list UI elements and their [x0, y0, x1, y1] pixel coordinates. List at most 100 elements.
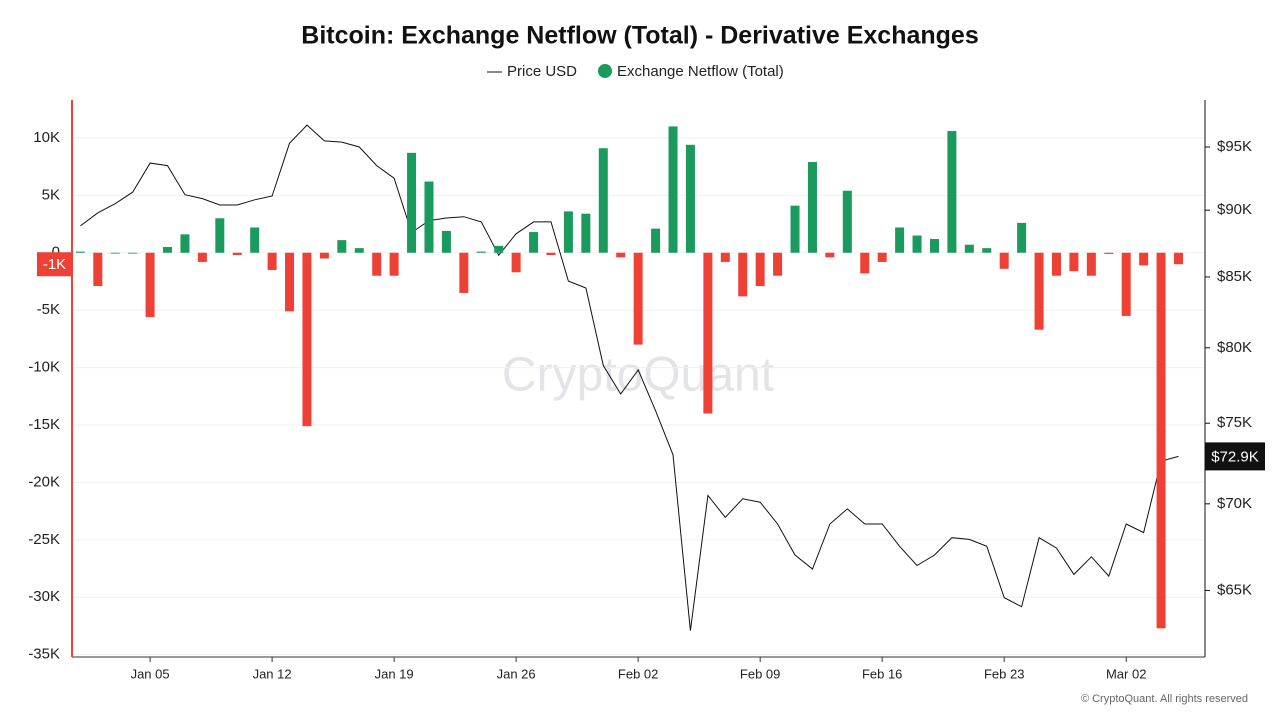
bar: [755, 252, 765, 287]
bar: [110, 252, 120, 254]
bar: [581, 213, 591, 253]
y-tick-label: 10K: [33, 129, 60, 146]
bar: [807, 162, 817, 253]
bar: [215, 218, 225, 253]
y-tick-label: -25K: [28, 531, 60, 548]
bar: [459, 252, 469, 293]
bar: [877, 252, 887, 262]
x-tick-label: Jan 05: [131, 666, 170, 681]
x-tick-label: Feb 23: [984, 666, 1024, 681]
chart-title: Bitcoin: Exchange Netflow (Total) - Deri…: [301, 22, 978, 50]
bar: [616, 252, 626, 258]
bar: [372, 252, 382, 276]
bar: [232, 252, 242, 256]
watermark: CryptoQuant: [502, 349, 774, 402]
x-tick-label: Mar 02: [1106, 666, 1146, 681]
bar: [128, 252, 138, 254]
bar: [1086, 252, 1096, 276]
bar: [720, 252, 730, 262]
y-tick-label: 5K: [42, 186, 60, 203]
bar: [1104, 252, 1114, 254]
y2-tick-label: $90K: [1217, 201, 1252, 218]
bar: [563, 211, 573, 253]
bar: [825, 252, 835, 258]
bar: [860, 252, 870, 274]
x-tick-label: Jan 12: [253, 666, 292, 681]
bar: [354, 248, 364, 253]
x-tick-label: Feb 09: [740, 666, 780, 681]
bar: [895, 227, 905, 253]
bar: [929, 238, 939, 253]
bar: [546, 252, 556, 256]
x-tick-label: Jan 19: [375, 666, 414, 681]
price-badge-label: $72.9K: [1211, 448, 1259, 465]
price-badge: [1205, 442, 1265, 471]
bar: [668, 126, 678, 253]
price-line: [80, 124, 1179, 631]
bar: [145, 252, 155, 318]
bar: [180, 234, 190, 253]
bar: [494, 245, 504, 253]
bar: [790, 205, 800, 253]
y-tick-label: -5K: [37, 301, 60, 318]
y-tick-label: 0: [52, 244, 60, 261]
bar: [738, 252, 748, 297]
x-tick-label: Feb 16: [862, 666, 902, 681]
copyright: © CryptoQuant. All rights reserved: [1081, 693, 1248, 705]
value-badge-label: -1K: [43, 256, 66, 273]
bar: [947, 131, 957, 253]
bar: [1069, 252, 1079, 272]
bar: [319, 252, 329, 259]
bar: [964, 244, 974, 253]
bar: [982, 248, 992, 253]
bar: [1156, 252, 1166, 629]
y-tick-label: -15K: [28, 416, 60, 433]
bar: [93, 252, 103, 287]
bar: [633, 252, 643, 345]
y-tick-label: -30K: [28, 588, 60, 605]
y-tick-label: -35K: [28, 646, 60, 663]
bar: [337, 240, 347, 253]
bar: [685, 144, 695, 253]
bar: [407, 152, 417, 253]
bar: [912, 235, 922, 253]
x-tick-label: Feb 02: [618, 666, 658, 681]
bar: [1174, 252, 1184, 265]
y-tick-label: -20K: [28, 473, 60, 490]
y2-tick-label: $70K: [1217, 495, 1252, 512]
bar: [476, 251, 486, 253]
bar: [441, 230, 451, 253]
x-tick-label: Jan 26: [497, 666, 536, 681]
bar: [75, 251, 85, 253]
value-badge: [37, 252, 72, 277]
bar: [598, 148, 608, 253]
bar: [424, 181, 434, 253]
bar: [267, 252, 277, 270]
bar: [1051, 252, 1061, 276]
bar: [773, 252, 783, 276]
y2-tick-label: $65K: [1217, 581, 1252, 598]
bar: [529, 232, 539, 253]
y-tick-label: -10K: [28, 359, 60, 376]
bar: [842, 190, 852, 253]
bar: [1139, 252, 1149, 266]
bar: [651, 228, 661, 253]
bar: [1121, 252, 1131, 316]
y2-tick-label: $75K: [1217, 414, 1252, 431]
bar: [250, 227, 260, 253]
bar: [389, 252, 399, 276]
bar: [511, 252, 521, 273]
y2-tick-label: $80K: [1217, 339, 1252, 356]
bar: [1034, 252, 1044, 330]
y2-tick-label: $95K: [1217, 138, 1252, 155]
legend-label: Exchange Netflow (Total): [617, 63, 784, 80]
bar: [999, 252, 1009, 269]
y2-tick-label: $85K: [1217, 268, 1252, 285]
bar: [1017, 222, 1027, 253]
bar: [197, 252, 207, 262]
bar: [703, 252, 713, 414]
bar: [163, 247, 173, 253]
legend-dot-swatch: [598, 64, 612, 78]
bar: [285, 252, 295, 312]
